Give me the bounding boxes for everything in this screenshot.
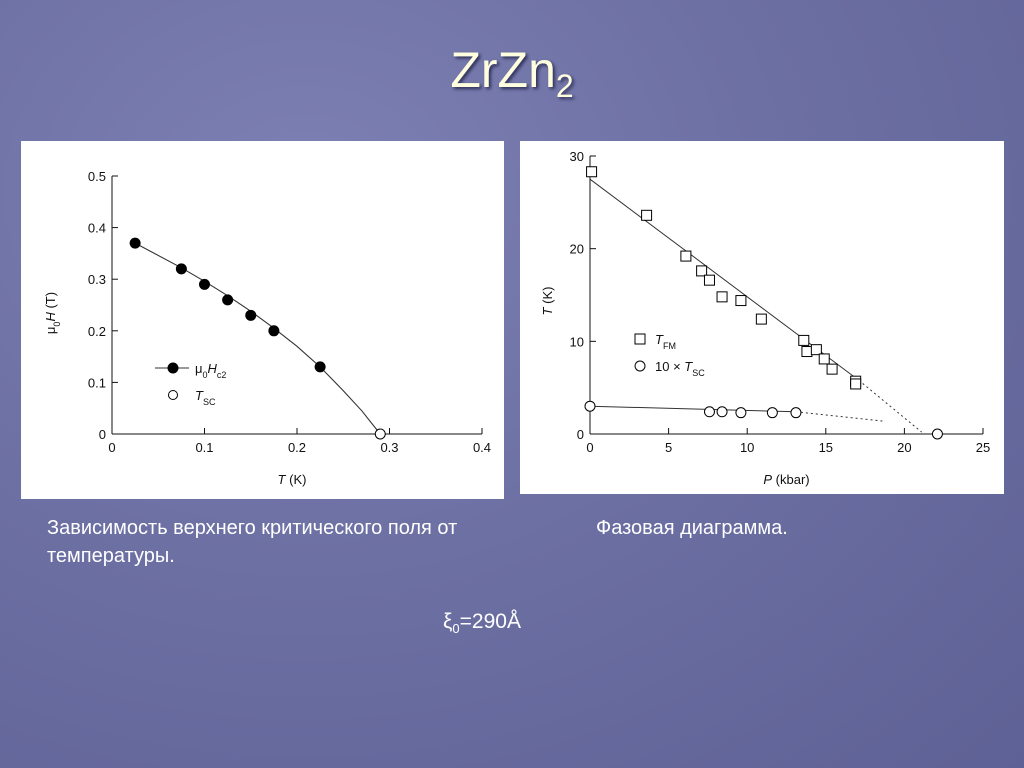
caption-phase-diagram: Фазовая диаграмма. [596,517,788,539]
hc2-data-point [129,237,141,249]
hc2-x-axis-label: T (K) [278,472,307,487]
hc2-data-point [245,309,257,321]
hc2-y-tick-label: 0.3 [88,272,106,287]
phase-x-tick-label: 10 [740,440,754,455]
phase-diagram-panel: 0 5 10 15 20 25 0 10 20 30 P (kbar) T (K) TFM 10 × TS… [520,141,1004,494]
hc2-x-tick-label: 0.3 [380,440,398,455]
hc2-data-point [199,278,210,290]
hc2-plot-area: 0 0.1 0.2 0.3 0.4 0 0.1 0.2 0.3 0.4 0.5 T (K) μ0H (T… [43,169,491,487]
tsc-data-point [374,428,386,440]
phase-plot-area: 0 5 10 15 20 25 0 10 20 30 P (kbar) T (K) TFM 10 × TS… [540,149,990,487]
phase-x-tick-label: 5 [665,440,672,455]
hc2-x-tick-label: 0.2 [288,440,306,455]
hc2-y-tick-label: 0.4 [88,221,106,236]
xi-subscript: 0 [452,621,460,637]
tfm-data-point [586,166,598,178]
caption-hc2: Зависимость верхнего критического поля о… [47,517,458,567]
tsc-x10-data-point [790,407,802,419]
tfm-data-point [850,378,862,390]
tfm-data-point [810,344,822,356]
legend-label-tfm: TFM [655,332,676,351]
phase-y-tick-label: 10 [570,334,584,349]
tsc-x10-data-point [735,407,747,419]
hc2-chart-panel: 0 0.1 0.2 0.3 0.4 0 0.1 0.2 0.3 0.4 0.5 T (K) μ0H (T… [21,141,504,499]
hc2-data-point [175,263,187,275]
tsc-x10-data-point [584,400,596,412]
hc2-x-tick-label: 0.1 [195,440,213,455]
phase-x-tick-label: 20 [897,440,911,455]
legend-marker-hc2 [167,362,179,374]
legend-marker-tfm [634,333,646,345]
legend-label-tsc-x10: 10 × TSC [655,359,705,378]
tsc-fit-line [589,405,796,413]
hc2-y-axis-label: μ0H (T) [43,292,62,334]
hc2-data-point [268,325,280,337]
hc2-data-point [222,294,234,306]
tfm-dotted-extension [858,379,923,433]
hc2-y-tick-label: 0.2 [88,324,106,339]
tfm-data-point [826,363,838,375]
legend-label-tsc: TSC [195,388,216,407]
tsc-x10-data-point [703,406,715,418]
legend-marker-tsc [168,390,178,400]
tfm-data-point [680,250,692,262]
tfm-data-point [703,274,715,286]
tsc-x10-data-point [716,406,728,418]
hc2-fit-curve [134,242,381,435]
title-main: ZrZn [450,42,556,98]
hc2-y-tick-label: 0 [99,427,106,442]
phase-x-axis-label: P (kbar) [763,472,809,487]
coherence-length-note: ξ0=290Å [443,610,521,636]
phase-y-axis-label: T (K) [540,287,555,316]
tfm-data-point [735,295,747,307]
title-subscript: 2 [555,68,574,104]
phase-x-tick-label: 15 [819,440,833,455]
phase-x-tick-label: 0 [586,440,593,455]
legend-label-hc2: μ0Hc2 [195,361,226,380]
phase-diagram-chart: 0 5 10 15 20 25 0 10 20 30 P (kbar) T (K) TFM 10 × TS… [540,149,990,487]
phase-y-tick-label: 0 [577,427,584,442]
tsc-x10-data-point [931,428,943,440]
slide-title: ZrZn2 [0,40,1024,116]
phase-y-tick-label: 20 [570,242,584,257]
phase-x-tick-label: 25 [976,440,990,455]
tfm-data-point [798,334,810,346]
tsc-x10-data-point [766,407,778,419]
hc2-x-tick-label: 0 [108,440,115,455]
tfm-data-point [641,209,653,221]
tfm-data-point [818,353,830,365]
xi-value: =290Å [459,610,521,633]
legend-marker-tsc-x10 [634,360,646,372]
xi-symbol: ξ [443,610,453,633]
phase-y-tick-label: 30 [570,149,584,164]
hc2-x-tick-label: 0.4 [473,440,491,455]
hc2-y-tick-label: 0.5 [88,169,106,184]
tfm-data-point [801,346,813,358]
hc2-data-point [314,361,326,373]
hc2-y-tick-label: 0.1 [88,375,106,390]
tfm-data-point [755,313,767,325]
hc2-chart: 0 0.1 0.2 0.3 0.4 0 0.1 0.2 0.3 0.4 0.5 T (K) μ0H (T… [43,169,491,487]
tfm-data-point [696,265,708,277]
tsc-dotted-extension [795,411,883,422]
tfm-data-point [716,291,728,303]
